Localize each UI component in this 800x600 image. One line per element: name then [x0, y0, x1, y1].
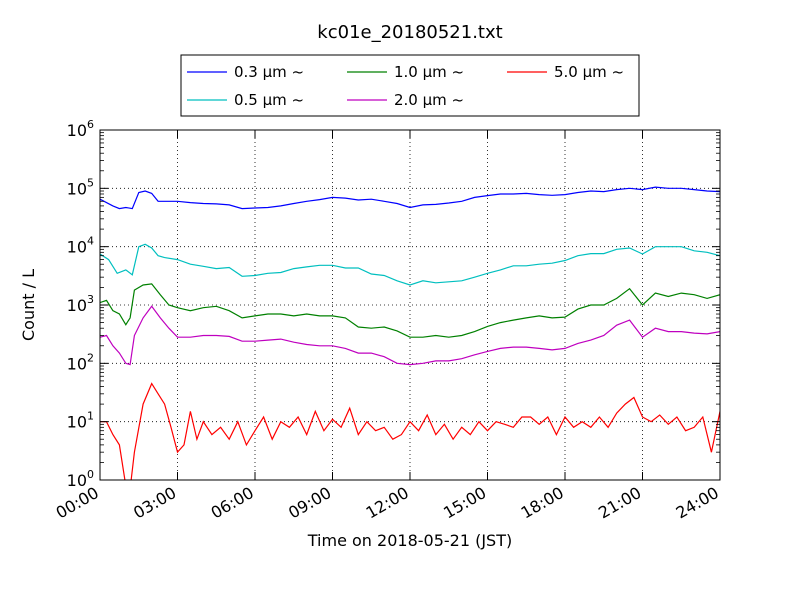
series-line-0-3-m: [100, 186, 720, 210]
legend-items: 0.3 μm ~ 0.5 μm ~ 1.0 μm ~ 2.0 μm ~ 5.0 μm ~: [187, 63, 624, 109]
y-tick-label: 104: [67, 235, 94, 257]
series-line-0-5-m: [100, 243, 720, 286]
legend-frame: [180, 54, 640, 117]
legend-label: 0.5 μm ~: [234, 91, 304, 109]
x-tick-label: 09:00: [285, 483, 334, 523]
series-line-1-0-m: [100, 283, 720, 338]
y-tick-label: 101: [67, 410, 94, 432]
legend-label: 5.0 μm ~: [554, 63, 624, 81]
x-tick-label: 18:00: [518, 483, 567, 523]
legend-label: 1.0 μm ~: [394, 63, 464, 81]
grid-lines: [100, 130, 720, 480]
x-axis-label: Time on 2018-05-21 (JST): [307, 531, 512, 550]
x-tick-label: 21:00: [595, 483, 644, 523]
x-tick-label: 12:00: [363, 483, 412, 523]
y-axis-label: Count / L: [19, 269, 38, 341]
y-tick-label: 106: [67, 118, 94, 140]
x-tick-label: 06:00: [208, 483, 257, 523]
x-tick-label: 15:00: [440, 483, 489, 523]
legend-label: 0.3 μm ~: [234, 63, 304, 81]
series-line-5-0-m: [100, 382, 720, 480]
y-tick-label: 103: [67, 293, 94, 315]
x-tick-label: 24:00: [673, 483, 722, 523]
axis-ticks: [99, 129, 721, 481]
y-tick-label: 102: [67, 351, 94, 373]
y-tick-labels: 100 101 102 103 104 105 106: [67, 118, 94, 490]
plot-area: [99, 129, 721, 481]
series-line-2-0-m: [100, 305, 720, 366]
y-tick-label: 100: [67, 468, 94, 490]
legend: 0.3 μm ~ 0.5 μm ~ 1.0 μm ~ 2.0 μm ~ 5.0 μm ~: [180, 54, 640, 117]
x-tick-label: 03:00: [130, 483, 179, 523]
chart-title: kc01e_20180521.txt: [317, 22, 502, 43]
series-lines: [100, 186, 720, 480]
x-tick-labels: 00:00 03:00 06:00 09:00 12:00 15:00 18:00 21:00…: [53, 483, 722, 523]
legend-label: 2.0 μm ~: [394, 91, 464, 109]
y-tick-label: 105: [67, 176, 94, 198]
